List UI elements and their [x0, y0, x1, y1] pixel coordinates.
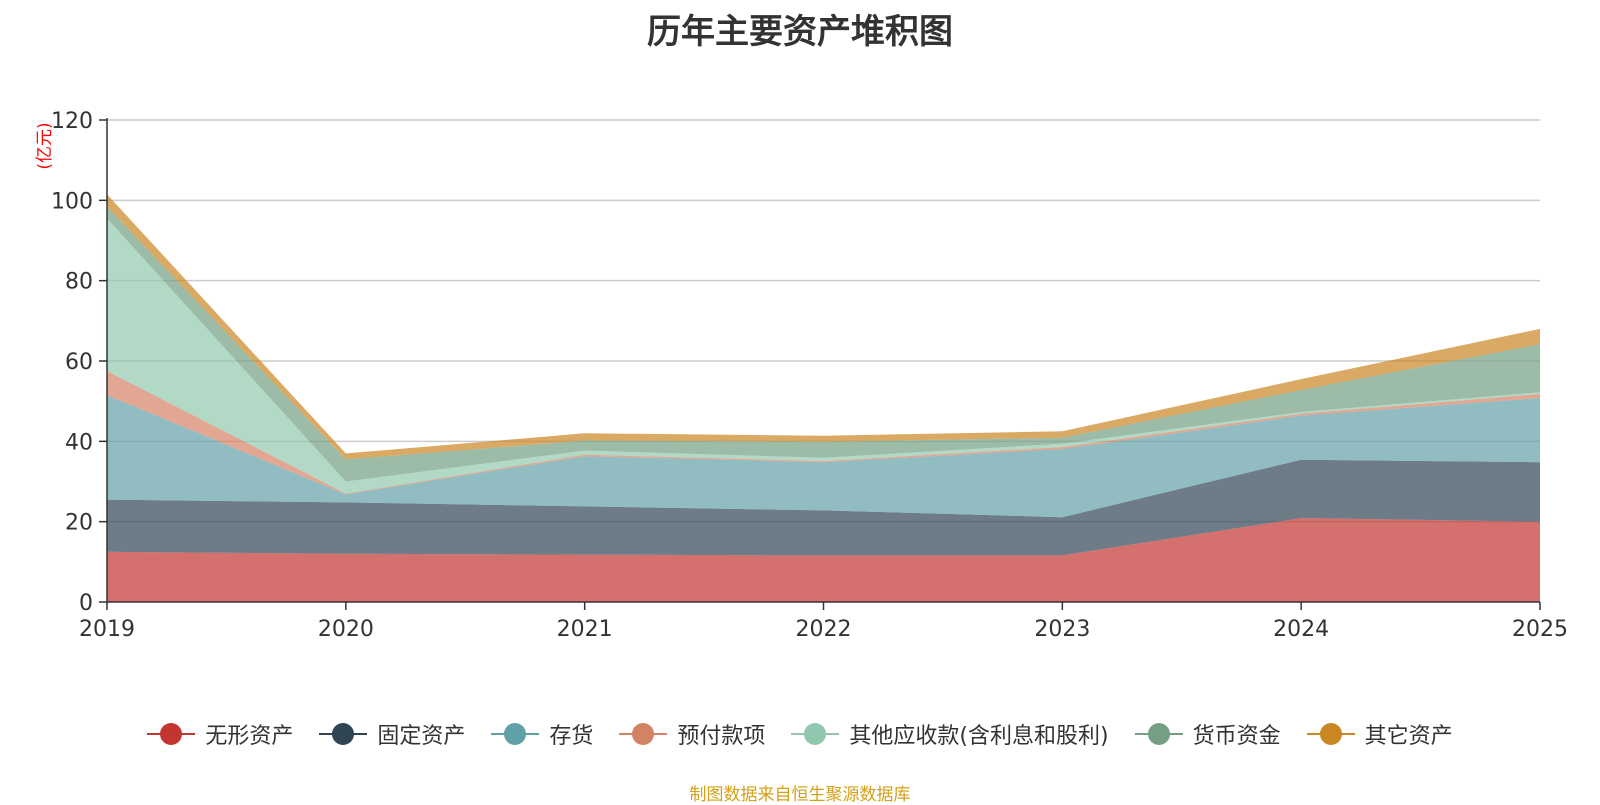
legend-marker — [319, 723, 368, 745]
area-series-0 — [107, 518, 1540, 602]
legend-label: 其它资产 — [1364, 724, 1453, 749]
legend-marker-dot — [504, 723, 527, 745]
x-tick-label: 2020 — [318, 617, 374, 642]
area-series-1 — [107, 459, 1540, 556]
area-series-2 — [107, 395, 1540, 518]
x-tick-label: 2019 — [79, 617, 135, 642]
legend-marker-dot — [632, 723, 655, 745]
legend-label: 存货 — [549, 724, 594, 749]
legend-item-1[interactable]: 固定资产 — [319, 718, 465, 750]
legend-label: 预付款项 — [677, 724, 766, 749]
y-tick-label: 0 — [79, 591, 93, 616]
x-tick-label: 2022 — [796, 617, 852, 642]
legend: 无形资产 固定资产 存货 预付款项 其他应收款(含利息和股利) 货币资金 其它资产 — [0, 718, 1600, 750]
chart-title: 历年主要资产堆积图 — [647, 12, 953, 52]
legend-item-0[interactable]: 无形资产 — [147, 718, 293, 750]
x-tick-label: 2023 — [1034, 617, 1090, 642]
source-note: 制图数据来自恒生聚源数据库 — [689, 785, 911, 805]
legend-item-5[interactable]: 货币资金 — [1134, 718, 1281, 750]
legend-marker — [147, 723, 196, 745]
legend-item-2[interactable]: 存货 — [491, 718, 593, 750]
axes: 0 20 40 60 80 100 120 2019 2020 2021 2022 2023 2024 2… — [51, 109, 1568, 642]
legend-marker — [1134, 723, 1183, 745]
y-tick-label: 60 — [65, 350, 93, 375]
area-series-group — [107, 194, 1540, 602]
x-tick-label: 2024 — [1273, 617, 1329, 642]
legend-marker-dot — [160, 723, 183, 745]
legend-marker-dot — [1319, 723, 1342, 745]
y-tick-label: 20 — [65, 511, 93, 536]
legend-marker-dot — [804, 723, 827, 745]
legend-marker — [491, 723, 540, 745]
legend-item-6[interactable]: 其它资产 — [1306, 718, 1453, 750]
x-tick-label: 2021 — [557, 617, 613, 642]
legend-marker — [791, 723, 840, 745]
legend-item-3[interactable]: 预付款项 — [619, 718, 765, 750]
legend-marker-dot — [1147, 723, 1170, 745]
legend-label: 货币资金 — [1192, 724, 1281, 749]
y-axis-unit-label: (亿元) — [35, 122, 55, 169]
legend-item-4[interactable]: 其他应收款(含利息和股利) — [791, 718, 1109, 750]
y-tick-label: 40 — [65, 430, 93, 455]
legend-label: 固定资产 — [377, 724, 466, 749]
legend-marker — [619, 723, 668, 745]
x-tick-label: 2025 — [1512, 617, 1568, 642]
y-tick-label: 100 — [51, 189, 93, 214]
legend-marker-dot — [332, 723, 355, 745]
y-tick-label: 80 — [65, 270, 93, 295]
legend-marker — [1306, 723, 1355, 745]
legend-label: 其他应收款(含利息和股利) — [849, 724, 1109, 749]
legend-label: 无形资产 — [205, 724, 294, 749]
y-tick-label: 120 — [51, 109, 93, 134]
